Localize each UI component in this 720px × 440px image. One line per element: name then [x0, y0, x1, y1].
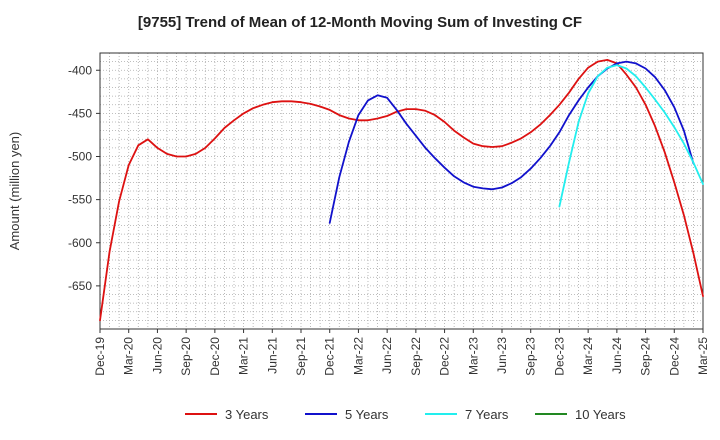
- x-tick-label: Jun-22: [380, 337, 394, 374]
- chart-title: [9755] Trend of Mean of 12-Month Moving …: [137, 14, 583, 31]
- y-tick-label: -650: [68, 279, 92, 293]
- y-tick-label: -450: [68, 106, 92, 120]
- x-tick-label: Dec-22: [438, 337, 452, 376]
- x-tick-label: Sep-23: [524, 337, 538, 376]
- y-tick-label: -600: [68, 236, 92, 250]
- x-tick-label: Mar-24: [581, 337, 595, 375]
- x-tick-label: Mar-22: [351, 337, 365, 375]
- legend: 3 Years 5 Years 7 Years 10 Years: [185, 407, 626, 422]
- series-line-5-years: [328, 60, 695, 224]
- x-tick-label: Sep-20: [179, 337, 193, 376]
- x-tick-label: Mar-23: [466, 337, 480, 375]
- y-axis-label: Amount (million yen): [7, 132, 22, 251]
- x-tick-label: Dec-21: [323, 337, 337, 376]
- x-tick-label: Sep-24: [639, 337, 653, 376]
- x-tick-label: Dec-19: [93, 337, 107, 376]
- x-tick-label: Jun-20: [150, 337, 164, 374]
- y-axis-ticks: -400 -450 -500 -550 -600 -650: [68, 63, 100, 293]
- x-tick-label: Dec-23: [552, 337, 566, 376]
- x-tick-label: Jun-24: [610, 337, 624, 374]
- x-tick-label: Mar-20: [122, 337, 136, 375]
- x-tick-label: Sep-22: [409, 337, 423, 376]
- x-tick-label: Mar-21: [237, 337, 251, 375]
- legend-label: 7 Years: [465, 407, 509, 422]
- legend-label: 5 Years: [345, 407, 389, 422]
- series-line-7-years: [558, 64, 704, 208]
- x-tick-label: Jun-21: [265, 337, 279, 374]
- legend-label: 3 Years: [225, 407, 269, 422]
- y-tick-label: -400: [68, 63, 92, 77]
- plot-frame: [99, 52, 704, 330]
- y-tick-label: -550: [68, 193, 92, 207]
- x-tick-label: Jun-23: [495, 337, 509, 374]
- x-tick-label: Dec-24: [667, 337, 681, 376]
- legend-label: 10 Years: [575, 407, 626, 422]
- x-tick-label: Mar-25: [696, 337, 710, 375]
- series-lines: [99, 59, 704, 322]
- series-line-3-years: [99, 59, 704, 322]
- grid-lines: [100, 53, 703, 329]
- x-tick-label: Dec-20: [208, 337, 222, 376]
- y-tick-label: -500: [68, 150, 92, 164]
- x-axis-ticks: Dec-19 Mar-20 Jun-20 Sep-20 Dec-20 Mar-21 Jun-…: [93, 329, 710, 376]
- x-tick-label: Sep-21: [294, 337, 308, 376]
